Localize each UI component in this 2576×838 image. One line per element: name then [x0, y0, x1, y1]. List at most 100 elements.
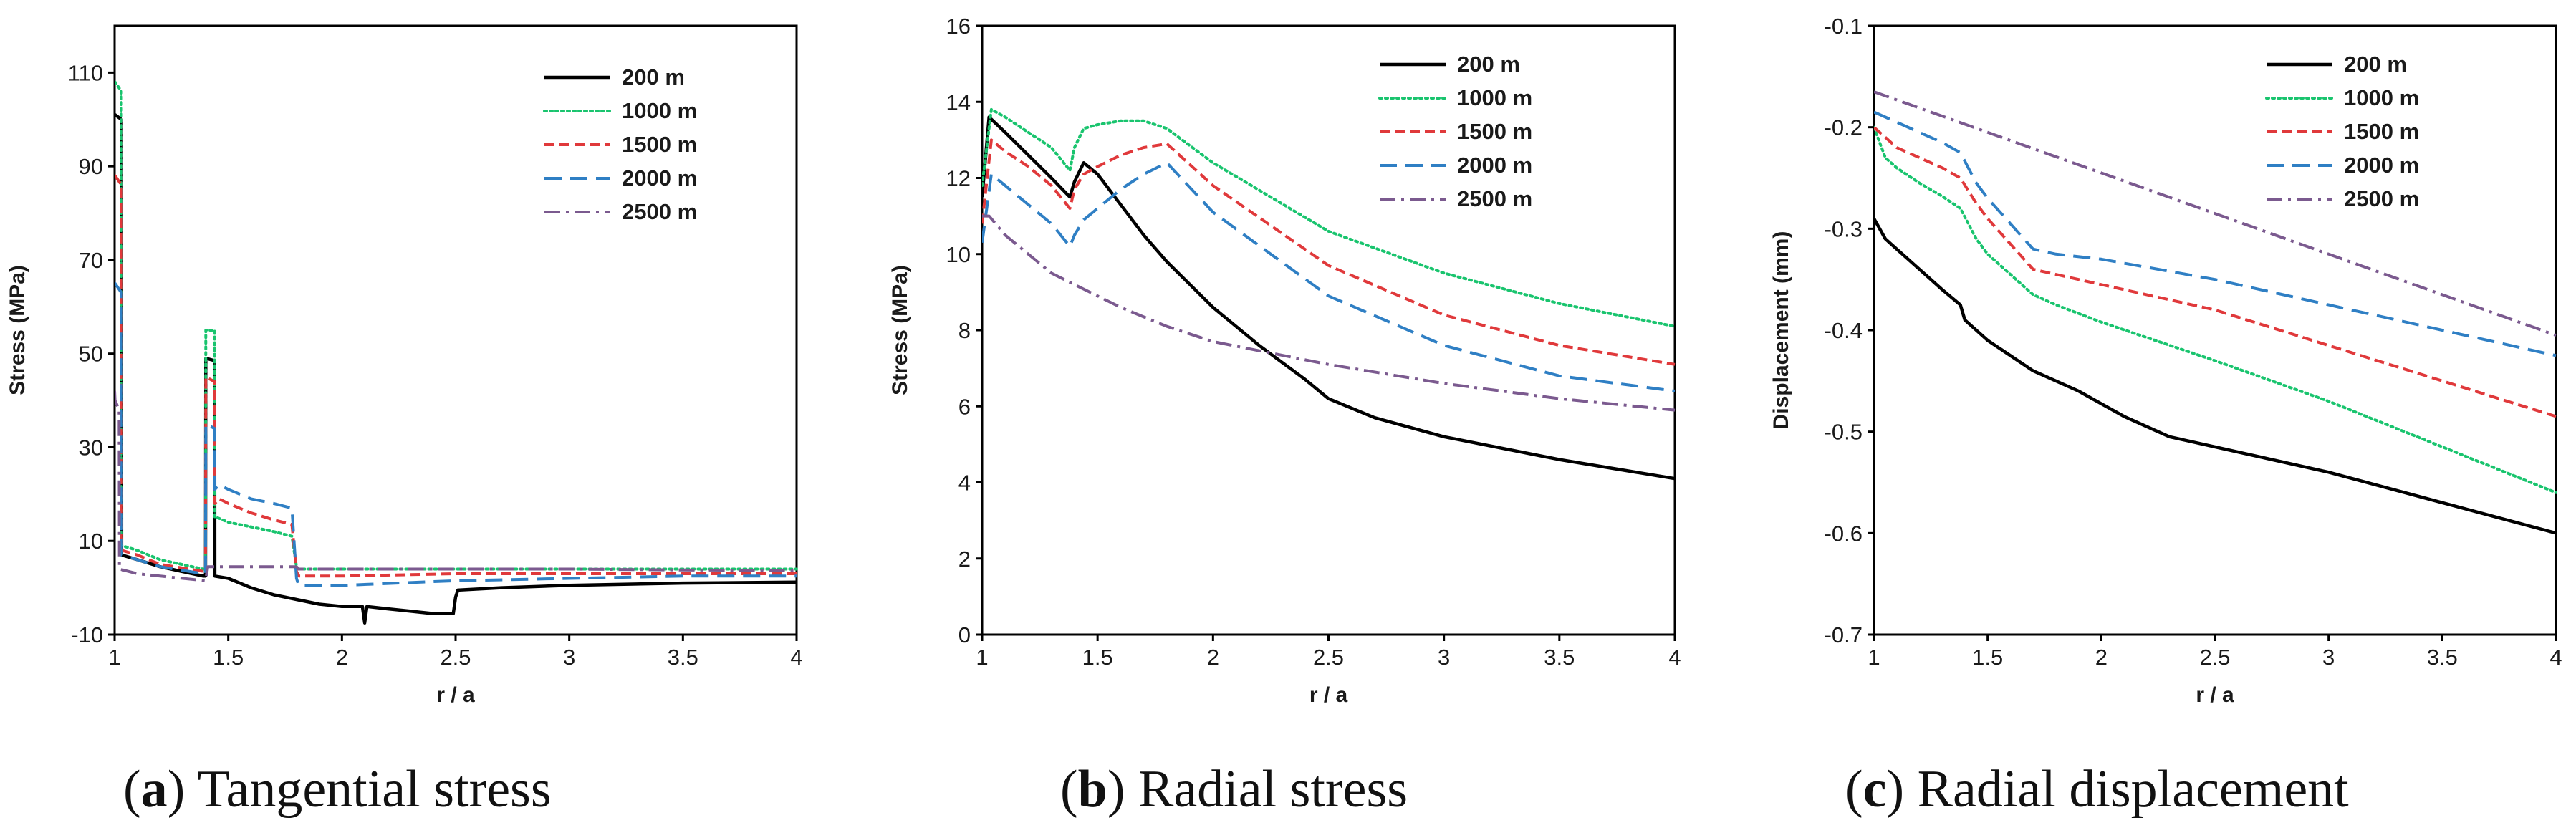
series-line-1000m [1874, 125, 2557, 494]
series-line-2500m [1874, 90, 2557, 337]
x-tick-label: 2 [336, 645, 348, 670]
x-tick-label: 2.5 [1313, 645, 1344, 670]
legend-label: 2500 m [2344, 186, 2419, 211]
y-axis-title: Displacement (mm) [1769, 231, 1793, 430]
series-line-2000m [1874, 110, 2557, 357]
x-tick-label: 1.5 [1972, 645, 2003, 670]
legend-label: 200 m [2344, 52, 2407, 77]
legend-label: 2000 m [2344, 153, 2419, 178]
y-tick-label: 6 [958, 394, 971, 419]
legend-label: 1500 m [622, 132, 697, 157]
plot-frame [981, 24, 1676, 636]
y-tick-label: -10 [71, 622, 103, 647]
chart-panel-c: 1 1.5 2 2.5 3 3.5 4 -0.7 -0.6 -0.5 -0.4 -0.3 -0.2 -0.… [1769, 14, 2562, 819]
y-tick-label: 12 [946, 166, 971, 191]
caption-text: ) Radial stress [1107, 760, 1408, 819]
legend-label: 1500 m [1457, 119, 1532, 144]
x-tick-label: 2 [1207, 645, 1219, 670]
x-tick-label: 4 [1668, 645, 1681, 670]
x-tick-label: 2.5 [2199, 645, 2230, 670]
x-tick-label: 3 [563, 645, 575, 670]
y-tick-label: -0.1 [1825, 14, 1863, 39]
y-tick-label: -0.5 [1825, 420, 1863, 445]
x-tick-label: 1.5 [1082, 645, 1113, 670]
legend-label: 2000 m [1457, 153, 1532, 178]
caption-open-paren: ( [123, 760, 141, 819]
series-line-1500m [982, 138, 1676, 366]
legend-label: 2000 m [622, 165, 697, 191]
legend-label: 1500 m [2344, 119, 2419, 144]
x-tick-label: 2 [2095, 645, 2108, 670]
y-tick-label: 90 [79, 154, 103, 179]
series-line-200m [115, 112, 797, 625]
y-tick-label: -0.2 [1825, 115, 1863, 140]
y-tick-label: 4 [958, 471, 971, 496]
series-line-2000m [115, 281, 797, 587]
legend: 200 m 1000 m 1500 m 2000 m 2500 m [2265, 52, 2419, 211]
caption-letter: b [1078, 760, 1107, 819]
caption-text: ) Tangential stress [168, 760, 552, 819]
series-group [982, 107, 1676, 481]
y-tick-label: 16 [946, 14, 971, 39]
x-axis-title: r / a [436, 683, 475, 707]
series-group [1874, 90, 2557, 535]
x-tick-label: 1 [108, 645, 120, 670]
series-line-2000m [982, 161, 1676, 392]
y-tick-label: 30 [79, 435, 103, 460]
chart-panel-b: 1 1.5 2 2.5 3 3.5 4 0 2 4 6 8 10 12 14 16 r / a Stress (M… [888, 14, 1681, 819]
series-line-2500m [115, 390, 797, 582]
x-tick-label: 4 [790, 645, 802, 670]
caption-open-paren: ( [1845, 760, 1863, 819]
legend: 200 m 1000 m 1500 m 2000 m 2500 m [1378, 52, 1532, 211]
series-line-200m [1874, 218, 2557, 535]
legend-label: 2500 m [622, 199, 697, 224]
y-tick-label: 50 [79, 342, 103, 367]
y-tick-label: 10 [946, 242, 971, 267]
series-line-200m [982, 115, 1676, 481]
y-tick-label: -0.4 [1825, 318, 1863, 343]
y-tick-label: 110 [68, 60, 103, 85]
legend-label: 200 m [622, 64, 685, 90]
y-axis-title: Stress (MPa) [6, 265, 29, 395]
x-axis-title: r / a [2196, 683, 2234, 707]
series-group [115, 80, 798, 625]
panel-caption: (b) Radial stress [1060, 760, 1408, 819]
x-tick-label: 4 [2549, 645, 2562, 670]
x-tick-label: 3.5 [1544, 645, 1575, 670]
x-tick-label: 3.5 [668, 645, 698, 670]
y-axis-title: Stress (MPa) [888, 265, 912, 395]
panel-caption: (a) Tangential stress [123, 760, 552, 819]
y-tick-label: -0.6 [1825, 521, 1863, 546]
x-tick-label: 1 [1868, 645, 1880, 670]
series-line-2500m [982, 214, 1676, 412]
x-tick-label: 3.5 [2427, 645, 2458, 670]
caption-open-paren: ( [1060, 760, 1078, 819]
panel-caption: (c) Radial displacement [1845, 760, 2349, 819]
legend: 200 m 1000 m 1500 m 2000 m 2500 m [543, 64, 697, 224]
y-tick-label: 70 [79, 248, 103, 273]
y-tick-label: 2 [958, 546, 971, 572]
series-line-1000m [982, 107, 1676, 328]
y-tick-label: 14 [946, 90, 971, 115]
x-tick-label: 3 [1438, 645, 1450, 670]
y-tick-label: 10 [79, 529, 103, 554]
legend-label: 200 m [1457, 52, 1520, 77]
legend-label: 1000 m [2344, 85, 2419, 110]
x-tick-label: 3 [2322, 645, 2335, 670]
caption-letter: a [141, 760, 168, 819]
legend-label: 1000 m [622, 98, 697, 123]
y-tick-label: -0.7 [1825, 622, 1863, 647]
chart-panel-a: 1 1.5 2 2.5 3 3.5 4 -10 10 30 50 70 90 110 r / a Stress… [6, 24, 803, 819]
series-line-1500m [1874, 126, 2557, 418]
series-line-1500m [115, 174, 797, 578]
y-tick-label: -0.3 [1825, 216, 1863, 241]
y-tick-label: 0 [958, 622, 971, 647]
legend-label: 1000 m [1457, 85, 1532, 110]
caption-letter: c [1863, 760, 1887, 819]
y-tick-label: 8 [958, 318, 971, 343]
x-tick-label: 1 [976, 645, 988, 670]
x-tick-label: 1.5 [213, 645, 244, 670]
caption-text: ) Radial displacement [1887, 760, 2350, 819]
x-tick-label: 2.5 [440, 645, 471, 670]
